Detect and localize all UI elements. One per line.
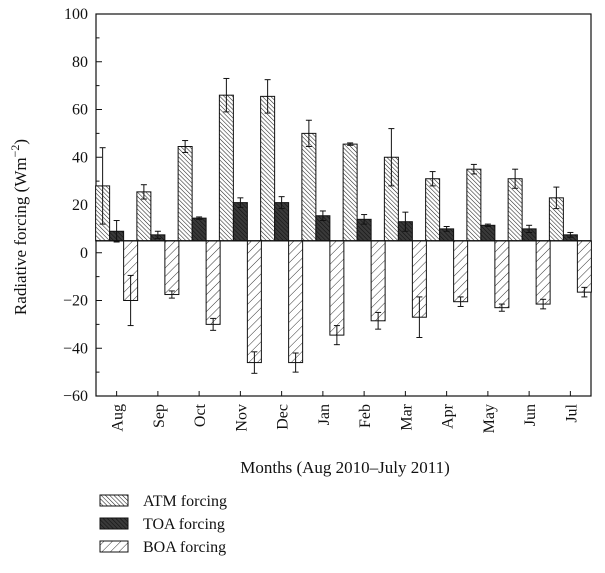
x-tick-label: Apr <box>440 403 457 429</box>
x-tick-label: Aug <box>110 404 127 432</box>
toa-bar <box>232 202 248 242</box>
boa-bar <box>576 240 592 293</box>
x-tick-label: Jul <box>563 403 580 422</box>
boa-bar <box>329 240 345 336</box>
atm-bar <box>425 178 441 242</box>
x-tick-label: Mar <box>398 403 415 430</box>
y-tick-label: 100 <box>64 6 88 23</box>
x-tick-label: Jan <box>316 404 333 425</box>
boa-legend-swatch <box>99 540 129 553</box>
y-tick-label: 0 <box>80 245 88 262</box>
atm-bar <box>466 168 482 242</box>
y-tick-label: 80 <box>72 54 88 71</box>
boa-bar <box>246 240 262 364</box>
boa-bar <box>370 240 386 322</box>
toa-bar <box>480 224 496 242</box>
y-tick-label: −60 <box>63 388 88 405</box>
y-tick-label: 60 <box>72 102 88 119</box>
y-tick-label: 40 <box>72 149 88 166</box>
boa-bar <box>164 240 180 296</box>
boa-bar <box>288 240 304 364</box>
x-tick-label: May <box>481 404 498 433</box>
y-axis: −60 −40 −20 0 20 40 60 80 100 <box>63 6 102 405</box>
x-tick-label: Jun <box>522 404 539 426</box>
toa-legend-swatch <box>99 517 129 530</box>
toa-legend-label: TOA forcing <box>143 516 225 533</box>
atm-legend-label: ATM forcing <box>143 493 227 510</box>
boa-bar <box>535 240 551 305</box>
x-tick-label: Nov <box>233 404 250 432</box>
y-axis-unit-superscript: −2 <box>8 145 22 158</box>
boa-legend-label: BOA forcing <box>143 539 226 556</box>
atm-bar <box>342 143 358 242</box>
atm-legend-swatch <box>99 494 129 507</box>
toa-bar <box>191 217 207 242</box>
boa-bar <box>453 240 469 303</box>
x-axis-title: Months (Aug 2010–July 2011) <box>240 458 450 477</box>
y-tick-label: −40 <box>63 340 88 357</box>
atm-bar <box>301 132 317 242</box>
boa-bar <box>205 240 221 325</box>
legend: ATM forcing TOA forcing BOA forcing <box>99 493 227 556</box>
x-tick-label: Feb <box>357 404 374 428</box>
x-tick-label: Oct <box>192 403 209 427</box>
atm-bar <box>177 146 193 242</box>
x-axis: Aug Sep Oct Nov Dec Jan Feb Mar Apr May Jun Jul <box>110 391 580 433</box>
y-tick-label: −20 <box>63 293 88 310</box>
y-axis-title: Radiative forcing (Wm−2) <box>8 139 30 315</box>
boa-bar <box>494 240 510 309</box>
atm-bar <box>218 94 234 242</box>
atm-bar <box>260 95 276 242</box>
bar-marks <box>95 77 592 374</box>
x-tick-label: Sep <box>151 404 168 428</box>
y-tick-label: 20 <box>72 197 88 214</box>
x-tick-label: Dec <box>275 404 292 430</box>
